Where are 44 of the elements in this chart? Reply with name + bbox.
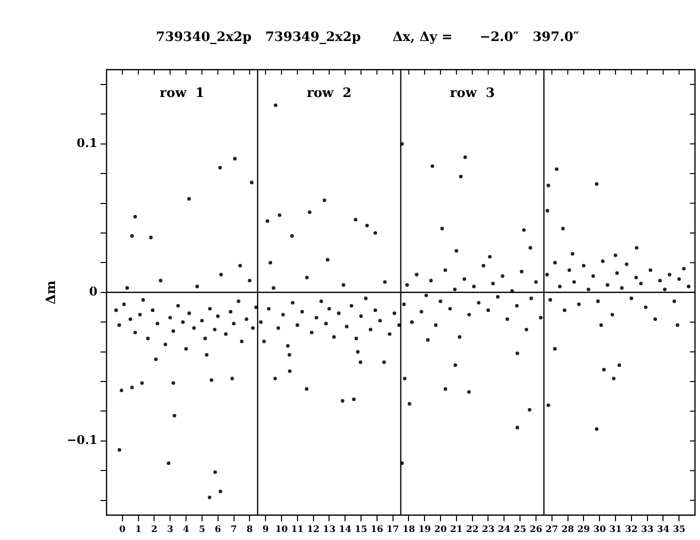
x-tick-label: 12	[307, 524, 320, 535]
x-tick-label: 1	[135, 524, 142, 535]
x-tick-label: 7	[230, 524, 237, 535]
x-tick-label: 25	[514, 524, 526, 535]
x-tick-label: 23	[482, 524, 495, 535]
annotation: row 1	[160, 86, 204, 101]
x-tick-label: 14	[338, 524, 352, 535]
x-tick-label: 19	[418, 524, 431, 535]
x-tick-label: 5	[198, 524, 206, 535]
chart-title: 739340_2x2p 739349_2x2p Δx, Δy = −2.0″ 397.0″	[156, 30, 580, 46]
x-tick-label: 24	[498, 524, 510, 535]
x-tick-label: 2	[151, 524, 158, 535]
x-tick-label: 17	[386, 524, 400, 535]
x-tick-label: 4	[182, 524, 190, 535]
x-tick-label: 27	[546, 524, 558, 535]
x-tick-label: 0	[119, 524, 126, 535]
x-tick-label: 30	[593, 524, 606, 535]
x-tick-label: 15	[354, 524, 368, 535]
y-tick-label: 0.1	[76, 136, 98, 150]
x-tick-label: 18	[402, 524, 415, 535]
x-tick-label: 11	[291, 524, 304, 535]
x-tick-label: 8	[246, 524, 253, 535]
x-tick-label: 22	[466, 524, 479, 535]
x-tick-label: 3	[167, 524, 174, 535]
x-tick-label: 13	[322, 524, 336, 535]
y-axis-title: Δm	[44, 280, 60, 304]
annotation: row 3	[450, 86, 495, 101]
x-tick-label: 20	[434, 524, 447, 535]
x-tick-label: 6	[214, 524, 221, 535]
x-tick-label: 34	[656, 524, 670, 535]
x-tick-label: 32	[625, 524, 638, 535]
x-tick-label: 16	[370, 524, 384, 535]
annotation: row 2	[306, 86, 352, 101]
x-tick-label: 9	[262, 524, 269, 535]
x-tick-label: 26	[530, 524, 542, 535]
x-tick-label: 28	[562, 524, 574, 535]
x-tick-label: 31	[609, 524, 622, 535]
x-tick-label: 33	[641, 524, 654, 535]
y-tick-label: −0.1	[66, 433, 98, 448]
x-tick-label: 35	[672, 524, 686, 535]
y-tick-label: 0	[89, 284, 98, 299]
x-tick-label: 21	[450, 524, 463, 535]
x-tick-label: 29	[577, 524, 590, 535]
x-tick-label: 10	[275, 524, 288, 535]
